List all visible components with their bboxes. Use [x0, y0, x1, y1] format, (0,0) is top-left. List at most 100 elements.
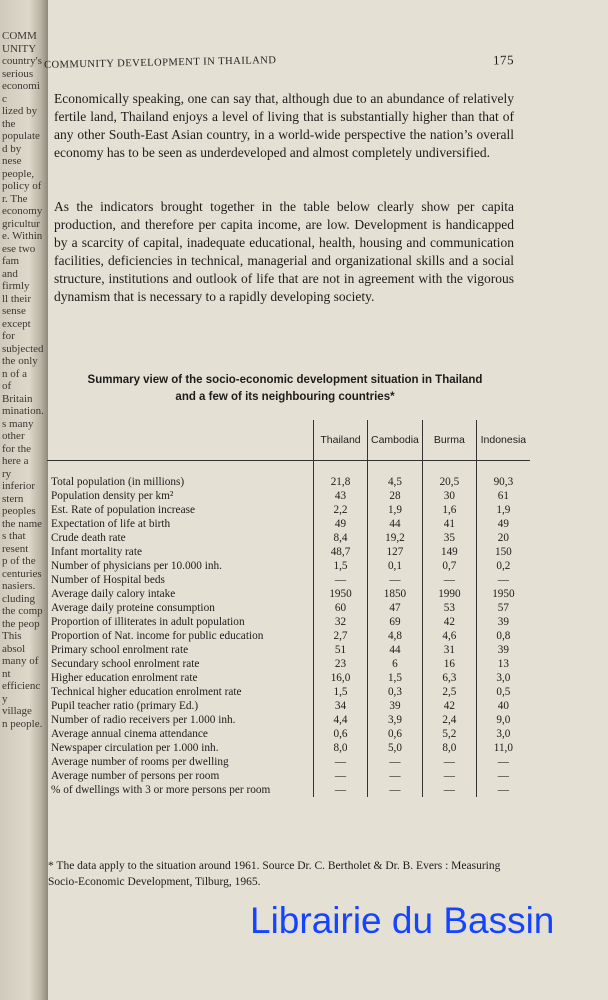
- column-header: Indonesia: [475, 420, 530, 461]
- facing-page-text: here a: [2, 455, 29, 467]
- cell-value: 41: [421, 517, 477, 531]
- data-table: Thailand Cambodia Burma Indonesia Total pop…: [47, 420, 530, 797]
- cell-value: 1,9: [475, 503, 530, 517]
- facing-page-text: ry inferior: [2, 467, 35, 493]
- row-label: Newspaper circulation per 1.000 inh.: [51, 742, 219, 754]
- facing-page-text: r. The economy: [2, 192, 43, 218]
- cell-value: 6: [367, 657, 423, 671]
- facing-page-text: centuries: [2, 567, 42, 580]
- cell-value: 34: [313, 699, 368, 713]
- cell-value: 4,6: [421, 629, 477, 643]
- table-row: Pupil teacher ratio (primary Ed.) 34 39 42 4…: [47, 699, 530, 713]
- cell-value: 8,0: [421, 741, 477, 755]
- table-row: Infant mortality rate 48,7 127 149 150: [47, 545, 530, 559]
- table-row: Number of physicians per 10.000 inh. 1,5 0…: [47, 559, 530, 573]
- table-row: Total population (in millions) 21,8 4,5 20,…: [47, 460, 530, 489]
- cell-value: 16: [421, 657, 477, 671]
- row-label: Population density per km²: [51, 490, 174, 502]
- paragraph: Economically speaking, one can say that,…: [54, 91, 514, 160]
- table-row: Est. Rate of population increase 2,2 1,9 1,…: [47, 503, 530, 517]
- table-row: Technical higher education enrolment rat…: [47, 685, 530, 699]
- facing-page-text-column: COMMUNITY country's serious economic lized …: [2, 30, 44, 730]
- row-label: Pupil teacher ratio (primary Ed.): [51, 700, 199, 712]
- cell-value: 4,8: [367, 629, 423, 643]
- cell-value: 61: [475, 489, 530, 503]
- facing-page-text: populated by: [2, 130, 40, 155]
- row-label: Number of physicians per 10.000 inh.: [51, 560, 222, 572]
- cell-value: —: [367, 573, 423, 587]
- cell-value: 1,6: [421, 503, 477, 517]
- table-row: Average annual cinema attendance 0,6 0,6 5,…: [47, 727, 530, 741]
- cell-value: —: [313, 769, 368, 783]
- cell-value: 5,2: [421, 727, 477, 741]
- cell-value: 43: [313, 489, 368, 503]
- table-title-line: and a few of its neighbouring countries*: [175, 391, 395, 403]
- table-row: Population density per km² 43 28 30 61: [47, 489, 530, 503]
- cell-value: 28: [367, 489, 423, 503]
- cell-value: 3,0: [475, 671, 530, 685]
- cell-value: 1,5: [367, 671, 423, 685]
- column-header: Cambodia: [367, 420, 423, 461]
- cell-value: 57: [475, 601, 530, 615]
- cell-value: 69: [367, 615, 423, 629]
- cell-value: —: [367, 755, 423, 769]
- cell-value: 53: [421, 601, 477, 615]
- facing-page-text: ll their sense: [2, 292, 32, 318]
- page-number: 175: [492, 52, 515, 68]
- cell-value: 0,6: [367, 727, 423, 741]
- facing-page-edge: COMMUNITY country's serious economic lized …: [0, 0, 48, 1000]
- cell-value: 44: [367, 517, 423, 531]
- cell-value: 39: [475, 615, 530, 629]
- cell-value: 1990: [421, 587, 477, 601]
- cell-value: —: [421, 769, 477, 783]
- row-label: Proportion of Nat. income for public edu…: [51, 630, 264, 642]
- row-label: Proportion of illiterates in adult popul…: [51, 616, 245, 628]
- cell-value: 35: [421, 531, 477, 545]
- cell-value: 8,4: [313, 531, 368, 545]
- cell-value: —: [475, 573, 530, 587]
- cell-value: 4,5: [367, 460, 423, 489]
- facing-page-text: COMMUNITY: [2, 30, 37, 55]
- cell-value: 150: [475, 545, 530, 559]
- cell-value: 39: [367, 699, 423, 713]
- cell-value: 9,0: [475, 713, 530, 727]
- row-label: Technical higher education enrolment rat…: [51, 686, 242, 698]
- cell-value: 42: [421, 699, 477, 713]
- facing-page-text: policy of: [2, 180, 42, 192]
- row-label: Crude death rate: [51, 532, 126, 544]
- facing-page-text: and firmly: [2, 267, 30, 293]
- cell-value: 20: [475, 531, 530, 545]
- cell-value: —: [313, 573, 368, 587]
- table-row: Number of radio receivers per 1.000 inh.…: [47, 713, 530, 727]
- column-header: Burma: [421, 420, 477, 461]
- running-header: COMMUNITY DEVELOPMENT IN THAILAND 175: [44, 50, 514, 71]
- table-row: Average number of persons per room — — — —: [47, 769, 530, 783]
- facing-page-text: nese people,: [2, 155, 35, 180]
- facing-page-text: nasiers.: [2, 580, 36, 592]
- cell-value: —: [475, 783, 530, 797]
- cell-value: 31: [421, 643, 477, 657]
- cell-value: 40: [475, 699, 530, 713]
- cell-value: 90,3: [475, 460, 530, 489]
- paragraph: As the indicators brought together in th…: [54, 199, 514, 304]
- cell-value: 49: [475, 517, 530, 531]
- cell-value: 1,5: [313, 685, 368, 699]
- cell-value: 0,1: [367, 559, 423, 573]
- cell-value: 2,2: [313, 503, 368, 517]
- cell-value: 1950: [475, 587, 530, 601]
- facing-page-text: s that: [2, 530, 26, 542]
- cell-value: —: [313, 755, 368, 769]
- facing-page-text: p of the: [2, 555, 36, 567]
- facing-page-text: the only: [2, 355, 38, 367]
- cell-value: —: [367, 783, 423, 797]
- cell-value: 0,3: [367, 685, 423, 699]
- table-row: Newspaper circulation per 1.000 inh. 8,0 5…: [47, 741, 530, 755]
- facing-page-text: n people.: [2, 717, 43, 730]
- table-row: % of dwellings with 3 or more persons pe…: [47, 783, 530, 797]
- cell-value: —: [475, 769, 530, 783]
- cell-value: —: [421, 573, 477, 587]
- cell-value: 2,5: [421, 685, 477, 699]
- header-blank: [47, 420, 314, 461]
- table-row: Average daily calory intake 1950 1850 1990 1…: [47, 587, 530, 601]
- cell-value: 44: [367, 643, 423, 657]
